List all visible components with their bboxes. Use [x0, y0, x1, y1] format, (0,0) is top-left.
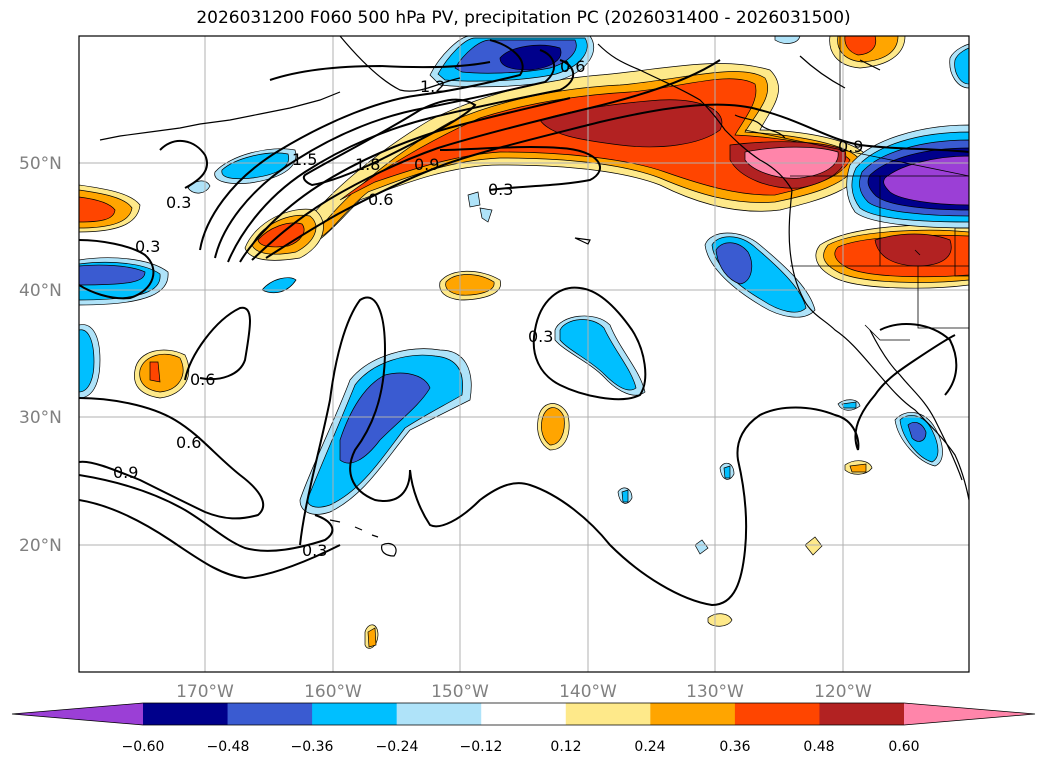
colorbar-tick-label: 0.12	[550, 739, 581, 755]
contour-label: 0.3	[166, 193, 191, 212]
coastlines	[99, 36, 969, 501]
contour-label: 0.6	[368, 190, 393, 209]
contour-label: 0.9	[838, 137, 863, 156]
colorbar-segment	[819, 703, 905, 725]
hawaii-islands	[329, 237, 591, 557]
colorbar-extend-high	[904, 703, 1035, 725]
map-title: 2026031200 F060 500 hPa PV, precipitatio…	[196, 8, 851, 28]
colorbar-segment	[227, 703, 313, 725]
lon-label: 170°W	[176, 682, 234, 702]
colorbar-tick-label: −0.36	[291, 739, 334, 755]
contour-label: 1.8	[355, 155, 380, 174]
lat-label: 20°N	[19, 536, 62, 556]
colorbar-segment	[143, 703, 229, 725]
colorbar-tick-label: −0.60	[122, 739, 165, 755]
lon-label: 150°W	[431, 682, 489, 702]
colorbar-tick-label: −0.24	[376, 739, 419, 755]
colorbar-tick-label: 0.36	[719, 739, 750, 755]
colorbar-segment	[565, 703, 651, 725]
colorbar-outline	[11, 702, 1036, 726]
colorbar-tick-label: 0.60	[888, 739, 919, 755]
contour-label: 0.3	[488, 180, 513, 199]
pv-contours	[79, 39, 969, 607]
colorbar-tick-label: 0.24	[634, 739, 665, 755]
contour-label: 0.3	[528, 327, 553, 346]
contour-label: 1.2	[420, 77, 445, 96]
contour-label: 0.9	[414, 155, 439, 174]
colorbar-segment	[396, 703, 482, 725]
contour-label: 0.6	[560, 57, 585, 76]
lat-label: 50°N	[19, 154, 62, 174]
latitude-labels: 50°N 40°N 30°N 20°N	[19, 154, 62, 556]
contour-labels: 1.2 0.6 1.5 1.8 0.9 0.6 0.3 0.3 0.3 0.9 …	[113, 57, 863, 560]
contour-label: 0.9	[113, 463, 138, 482]
colorbar-segment	[481, 703, 567, 725]
colorbar	[11, 702, 1036, 726]
lat-label: 30°N	[19, 408, 62, 428]
contour-label: 1.5	[292, 150, 317, 169]
contour-label: 0.6	[176, 433, 201, 452]
precip-shading	[79, 36, 969, 649]
lon-label: 160°W	[304, 682, 362, 702]
longitude-labels: 170°W 160°W 150°W 140°W 130°W 120°W	[176, 682, 872, 702]
gridlines	[79, 36, 969, 672]
colorbar-segment	[650, 703, 736, 725]
colorbar-tick-label: −0.12	[460, 739, 503, 755]
colorbar-tick-label: 0.48	[803, 739, 834, 755]
colorbar-segment	[734, 703, 820, 725]
lat-label: 40°N	[19, 281, 62, 301]
plot-frame	[78, 35, 970, 673]
contour-label: 0.3	[302, 541, 327, 560]
lon-label: 140°W	[559, 682, 617, 702]
colorbar-segment	[312, 703, 398, 725]
lon-label: 130°W	[686, 682, 744, 702]
lon-label: 120°W	[814, 682, 872, 702]
state-borders	[744, 36, 969, 341]
colorbar-extend-low	[12, 703, 143, 725]
colorbar-tick-label: −0.48	[207, 739, 250, 755]
contour-label: 0.6	[190, 370, 215, 389]
colorbar-ticks: −0.60 −0.48 −0.36 −0.24 −0.12 0.12 0.24 …	[122, 739, 920, 755]
contour-label: 0.3	[135, 237, 160, 256]
